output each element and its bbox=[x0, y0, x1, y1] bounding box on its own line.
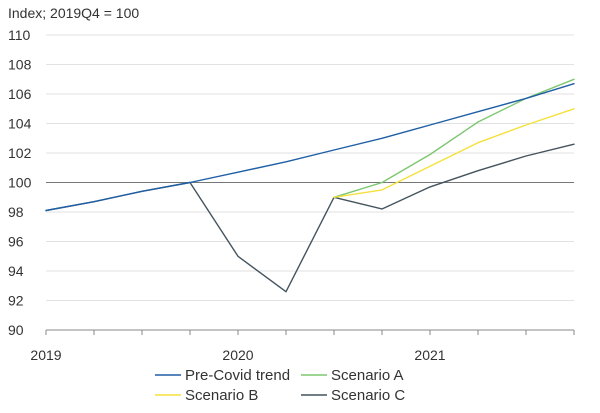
legend-label: Scenario A bbox=[331, 367, 404, 384]
legend-label: Scenario C bbox=[331, 387, 405, 404]
x-tick-label: 2021 bbox=[414, 347, 445, 363]
y-tick-label: 108 bbox=[8, 57, 32, 73]
y-tick-label: 104 bbox=[8, 116, 32, 132]
legend-label: Scenario B bbox=[185, 387, 258, 404]
legend-item: Scenario A bbox=[301, 367, 404, 384]
series-line-scenario-a bbox=[333, 78, 575, 199]
legend-item: Scenario C bbox=[301, 387, 405, 404]
y-tick-label: 110 bbox=[8, 27, 31, 43]
y-tick-label: 94 bbox=[8, 263, 24, 279]
y-tick-label: 90 bbox=[8, 322, 24, 338]
series-line-pre-covid-trend bbox=[45, 82, 575, 212]
legend: Pre-Covid trend Scenario A Scenario B Scena… bbox=[155, 367, 405, 404]
x-tick-label: 2019 bbox=[30, 347, 61, 363]
legend-item: Pre-Covid trend bbox=[155, 367, 290, 384]
y-tick-label: 102 bbox=[8, 145, 32, 161]
gridlines bbox=[46, 34, 574, 331]
y-tick-label: 100 bbox=[8, 175, 32, 191]
legend-item: Scenario B bbox=[155, 387, 258, 404]
series-line-scenario-c bbox=[45, 143, 575, 293]
y-tick-label: 96 bbox=[8, 234, 24, 250]
axes: 90 92 94 96 98 100 102 104 106 108 110 2019 2020 2021 bbox=[8, 27, 575, 363]
y-unit-label: Index; 2019Q4 = 100 bbox=[8, 5, 139, 21]
series-line-scenario-b bbox=[333, 108, 575, 199]
x-tick-label: 2020 bbox=[222, 347, 253, 363]
y-tick-label: 98 bbox=[8, 204, 24, 220]
series-lines bbox=[45, 78, 575, 293]
legend-label: Pre-Covid trend bbox=[185, 367, 290, 384]
y-tick-label: 92 bbox=[8, 293, 24, 309]
y-tick-label: 106 bbox=[8, 86, 32, 102]
